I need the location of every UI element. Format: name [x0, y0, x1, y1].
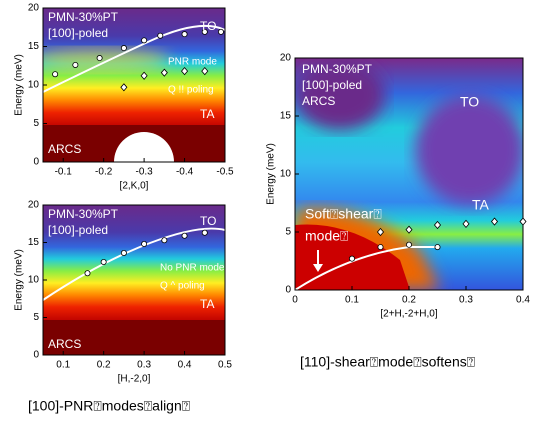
- annotation: TA: [200, 297, 214, 311]
- annotation: ARCS: [48, 142, 81, 156]
- x-tick-label: 0.4: [516, 295, 530, 306]
- annotation: TA: [472, 197, 490, 213]
- x-tick-label: 0.2: [97, 360, 111, 371]
- annotation: [100]-poled: [302, 78, 362, 92]
- x-axis-label: [H,-2,0]: [118, 374, 151, 385]
- annotation: TO: [200, 214, 216, 228]
- x-tick-label: 0.3: [459, 295, 473, 306]
- point: [201, 28, 208, 35]
- caption: [100]-PNR⍰modes⍰align⍰: [28, 398, 190, 414]
- point: [120, 249, 127, 256]
- x-tick-label: -0.5: [216, 167, 234, 178]
- point: [201, 229, 208, 236]
- y-tick-label: 5: [285, 227, 291, 238]
- annotation: ARCS: [48, 337, 81, 351]
- point: [434, 244, 441, 251]
- y-tick-label: 5: [33, 118, 39, 129]
- point: [433, 220, 442, 230]
- point: [141, 240, 148, 247]
- y-axis-label: Energy (meV): [266, 143, 277, 205]
- point: [181, 67, 189, 76]
- point: [140, 71, 148, 80]
- point: [157, 32, 164, 39]
- x-tick-label: -0.4: [176, 167, 194, 178]
- point: [201, 67, 209, 76]
- point: [348, 255, 355, 262]
- point: [120, 45, 127, 52]
- x-tick-label: 0.4: [178, 360, 192, 371]
- x-axis-label: [2,K,0]: [120, 181, 149, 192]
- y-tick-label: 15: [28, 237, 40, 248]
- y-axis-label: Energy (meV): [14, 249, 25, 311]
- point: [405, 241, 412, 248]
- point: [181, 31, 188, 38]
- y-tick-label: 15: [28, 41, 40, 52]
- caption: [110]-shear⍰mode⍰softens⍰: [300, 354, 475, 370]
- y-tick-label: 20: [28, 200, 40, 211]
- point: [181, 232, 188, 239]
- x-tick-label: 0.5: [218, 360, 232, 371]
- annotation: Q !! poling: [168, 85, 214, 96]
- x-tick-label: -0.2: [95, 167, 113, 178]
- y-tick-label: 10: [28, 275, 40, 286]
- y-tick-label: 0: [285, 285, 291, 296]
- point: [120, 83, 128, 92]
- heatmap: [43, 205, 225, 355]
- point: [462, 219, 470, 228]
- point: [52, 71, 59, 78]
- annotation: TA: [200, 107, 214, 121]
- point: [141, 37, 148, 44]
- point: [490, 217, 499, 226]
- annotation: TO: [460, 94, 479, 110]
- point: [96, 55, 103, 62]
- x-tick-label: 0.2: [402, 295, 416, 306]
- y-tick-label: 20: [28, 3, 40, 14]
- x-tick-label: -0.1: [55, 167, 73, 178]
- y-tick-label: 5: [33, 312, 39, 323]
- annotation: No PNR mode: [160, 263, 225, 274]
- annotation: PMN-30%PT: [48, 207, 119, 221]
- y-tick-label: 20: [280, 53, 292, 64]
- point: [160, 68, 168, 77]
- point: [405, 225, 413, 234]
- annotation: PNR mode: [168, 57, 217, 68]
- annotation: ARCS: [302, 94, 335, 108]
- point: [519, 217, 527, 226]
- annotation: [100]-poled: [48, 223, 108, 237]
- point: [377, 244, 384, 251]
- point: [161, 237, 168, 244]
- annotation: [100]-poled: [48, 26, 108, 40]
- point: [217, 28, 224, 35]
- annotation: PMN-30%PT: [302, 62, 373, 76]
- point: [100, 258, 107, 265]
- annotation: mode⍰: [305, 228, 348, 244]
- y-tick-label: 0: [33, 157, 39, 168]
- y-tick-label: 15: [280, 111, 292, 122]
- x-tick-label: 0.1: [56, 360, 70, 371]
- y-tick-label: 0: [33, 350, 39, 361]
- x-tick-label: 0: [292, 295, 298, 306]
- y-axis-label: Energy (meV): [14, 54, 25, 116]
- heatmap: [295, 58, 523, 290]
- point: [376, 227, 385, 237]
- point: [84, 270, 91, 277]
- y-tick-label: 10: [280, 169, 292, 180]
- point: [72, 61, 79, 68]
- annotation: PMN-30%PT: [48, 10, 119, 24]
- x-axis-label: [2+H,-2+H,0]: [380, 309, 437, 320]
- annotation: Soft⍰shear⍰: [305, 206, 382, 222]
- x-tick-label: 0.1: [345, 295, 359, 306]
- annotation: TO: [200, 19, 216, 33]
- y-tick-label: 10: [28, 80, 40, 91]
- annotation: Q ^ poling: [160, 281, 205, 292]
- x-tick-label: -0.3: [135, 167, 153, 178]
- x-tick-label: 0.3: [137, 360, 151, 371]
- heatmap: [43, 8, 225, 162]
